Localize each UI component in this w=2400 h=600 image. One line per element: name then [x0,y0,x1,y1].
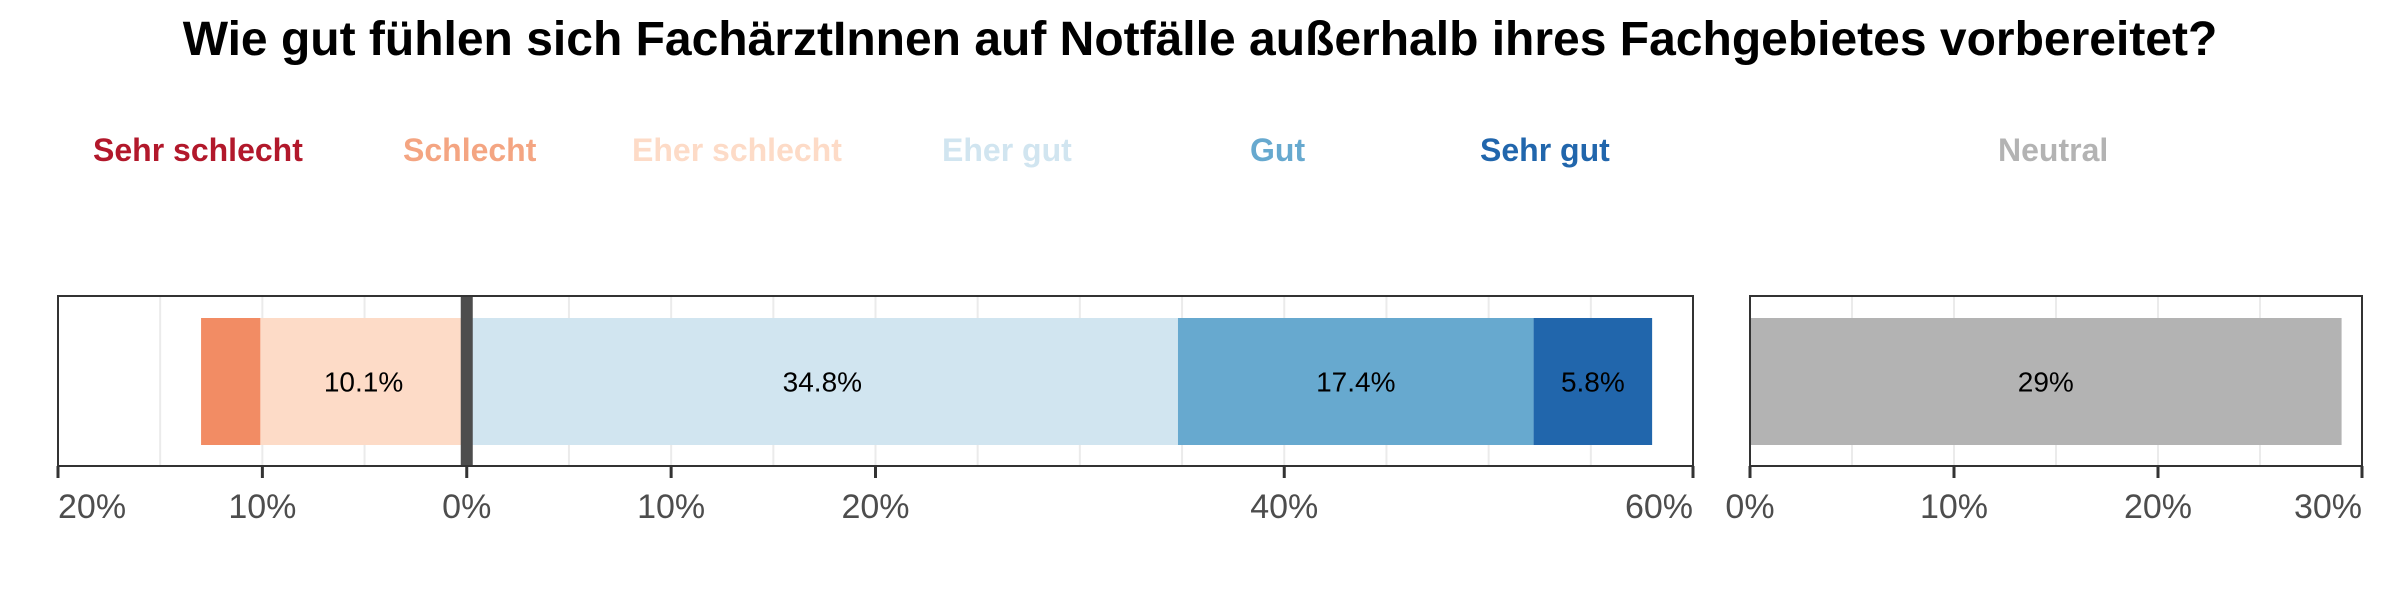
x-tick-label: 10% [1920,488,1988,526]
likert-panel: 10.1% 34.8% 17.4% 5.8% 20% 10% 0% 10% 20% 40% 60% [56,295,1695,526]
x-tick-label: 10% [637,488,705,526]
legend-item-gut: Gut [1250,132,1305,168]
legend-item-sehr-schlecht: Sehr schlecht [93,132,303,168]
x-tick-label: 0% [442,488,491,526]
x-tick-label: 0% [1725,488,1774,526]
panel-border [1749,295,2363,467]
legend-item-eher-schlecht: Eher schlecht [632,132,842,168]
chart-title: Wie gut fühlen sich FachärztInnen auf No… [183,13,2218,66]
bar-segment-eher-schlecht [260,318,467,445]
bar-segment-eher-gut [466,318,1178,445]
bar-segment-schlecht [201,318,261,445]
bar-segment-sehr-gut [1533,318,1653,445]
x-tick-label: 20% [841,488,909,526]
legend: Sehr schlecht Schlecht Eher schlecht Eher g… [93,132,2108,168]
data-label: 10.1% [324,367,403,398]
x-tick-label: 60% [1625,488,1693,526]
x-tick-label: 30% [2294,488,2362,526]
x-tick-label: 10% [228,488,296,526]
x-tick-label: 40% [1250,488,1318,526]
legend-item-neutral: Neutral [1998,132,2108,168]
neutral-panel: 29% 0% 10% 20% 30% [1725,295,2364,526]
legend-item-sehr-gut: Sehr gut [1480,132,1610,168]
data-label: 29% [2018,367,2074,398]
x-tick-label: 20% [58,488,126,526]
data-label: 17.4% [1316,367,1395,398]
legend-item-schlecht: Schlecht [403,132,537,168]
bar-segment-gut [1177,318,1534,445]
data-label: 5.8% [1561,367,1625,398]
bar-segment-neutral [1750,318,2342,445]
x-tick-label: 20% [2124,488,2192,526]
data-label: 34.8% [783,367,862,398]
legend-item-eher-gut: Eher gut [942,132,1072,168]
